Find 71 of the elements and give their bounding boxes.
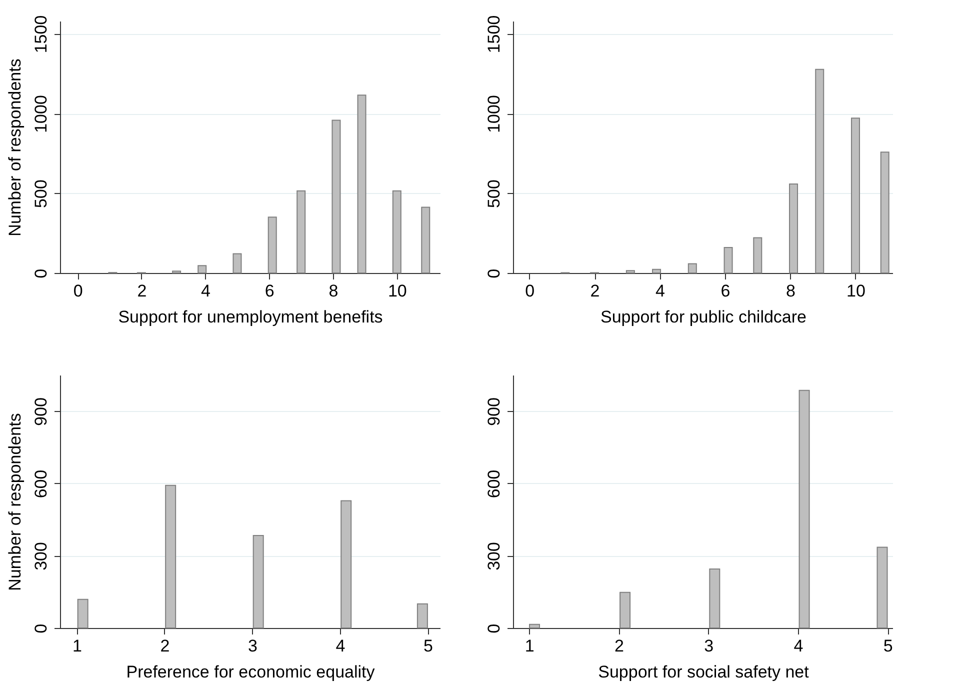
x-tick-label: 5 (423, 636, 433, 656)
x-tick-label: 6 (264, 282, 274, 300)
y-tick-label: 900 (484, 397, 504, 426)
bar (77, 598, 88, 628)
bar (198, 265, 207, 274)
x-tick-label: 4 (656, 282, 666, 300)
x-axis-title: Support for unemployment benefits (118, 308, 383, 326)
x-tick-label: 8 (328, 282, 338, 300)
x-tick-label: 1 (72, 636, 82, 656)
y-tick-label: 300 (484, 542, 504, 570)
bar (332, 120, 341, 274)
bar (724, 246, 733, 274)
y-axis-title: Number of respondents (6, 58, 24, 236)
bar (753, 237, 762, 274)
x-tick-label: 2 (614, 636, 624, 656)
x-tick-label: 0 (73, 282, 83, 300)
bar (815, 68, 824, 274)
bar (165, 484, 176, 628)
bar (789, 184, 798, 274)
x-tick-label: 2 (137, 282, 147, 300)
bar (421, 206, 430, 274)
y-tick-label: 1500 (32, 15, 50, 54)
bar (850, 118, 860, 274)
y-tick-label: 500 (32, 180, 50, 208)
x-tick-label: 4 (336, 636, 346, 656)
y-tick-label: 500 (484, 180, 504, 208)
x-tick-label: 1 (524, 636, 534, 656)
y-tick-label: 600 (32, 470, 50, 498)
bar (880, 152, 890, 274)
bar (268, 216, 277, 274)
bar (620, 592, 631, 628)
bar (709, 568, 720, 628)
bar (340, 500, 352, 628)
bar (529, 624, 540, 628)
x-tick-label: 6 (720, 282, 730, 300)
bar (296, 190, 306, 274)
bar (688, 263, 697, 274)
y-tick-label: 900 (32, 397, 50, 426)
y-tick-label: 1500 (484, 15, 504, 54)
y-tick-label: 0 (484, 268, 504, 278)
x-tick-label: 10 (388, 282, 407, 300)
bar (357, 94, 366, 274)
x-tick-label: 2 (590, 282, 600, 300)
y-tick-label: 0 (32, 268, 50, 278)
x-tick-label: 3 (248, 636, 258, 656)
x-axis-title: Preference for economic equality (126, 662, 376, 682)
bar (392, 190, 402, 274)
x-tick-label: 10 (846, 282, 866, 300)
y-tick-label: 0 (32, 624, 50, 634)
y-tick-label: 0 (484, 624, 504, 634)
x-tick-label: 2 (160, 636, 170, 656)
x-tick-label: 8 (786, 282, 796, 300)
y-tick-label: 600 (484, 470, 504, 498)
y-tick-label: 300 (32, 542, 50, 570)
x-tick-label: 4 (794, 636, 804, 656)
bar (252, 534, 264, 628)
x-tick-label: 4 (201, 282, 211, 300)
x-axis-title: Support for social safety net (598, 662, 810, 682)
x-tick-label: 3 (704, 636, 714, 656)
x-tick-label: 5 (883, 636, 893, 656)
x-axis-title: Support for public childcare (600, 308, 807, 326)
y-tick-label: 1000 (32, 95, 50, 133)
bar (652, 268, 662, 274)
bar (232, 253, 242, 274)
x-tick-label: 0 (525, 282, 535, 300)
bar (798, 390, 810, 628)
bar (416, 603, 428, 628)
y-axis-title: Number of respondents (6, 413, 24, 591)
bar (626, 270, 635, 274)
y-tick-label: 1000 (484, 95, 504, 133)
bar (876, 546, 888, 628)
